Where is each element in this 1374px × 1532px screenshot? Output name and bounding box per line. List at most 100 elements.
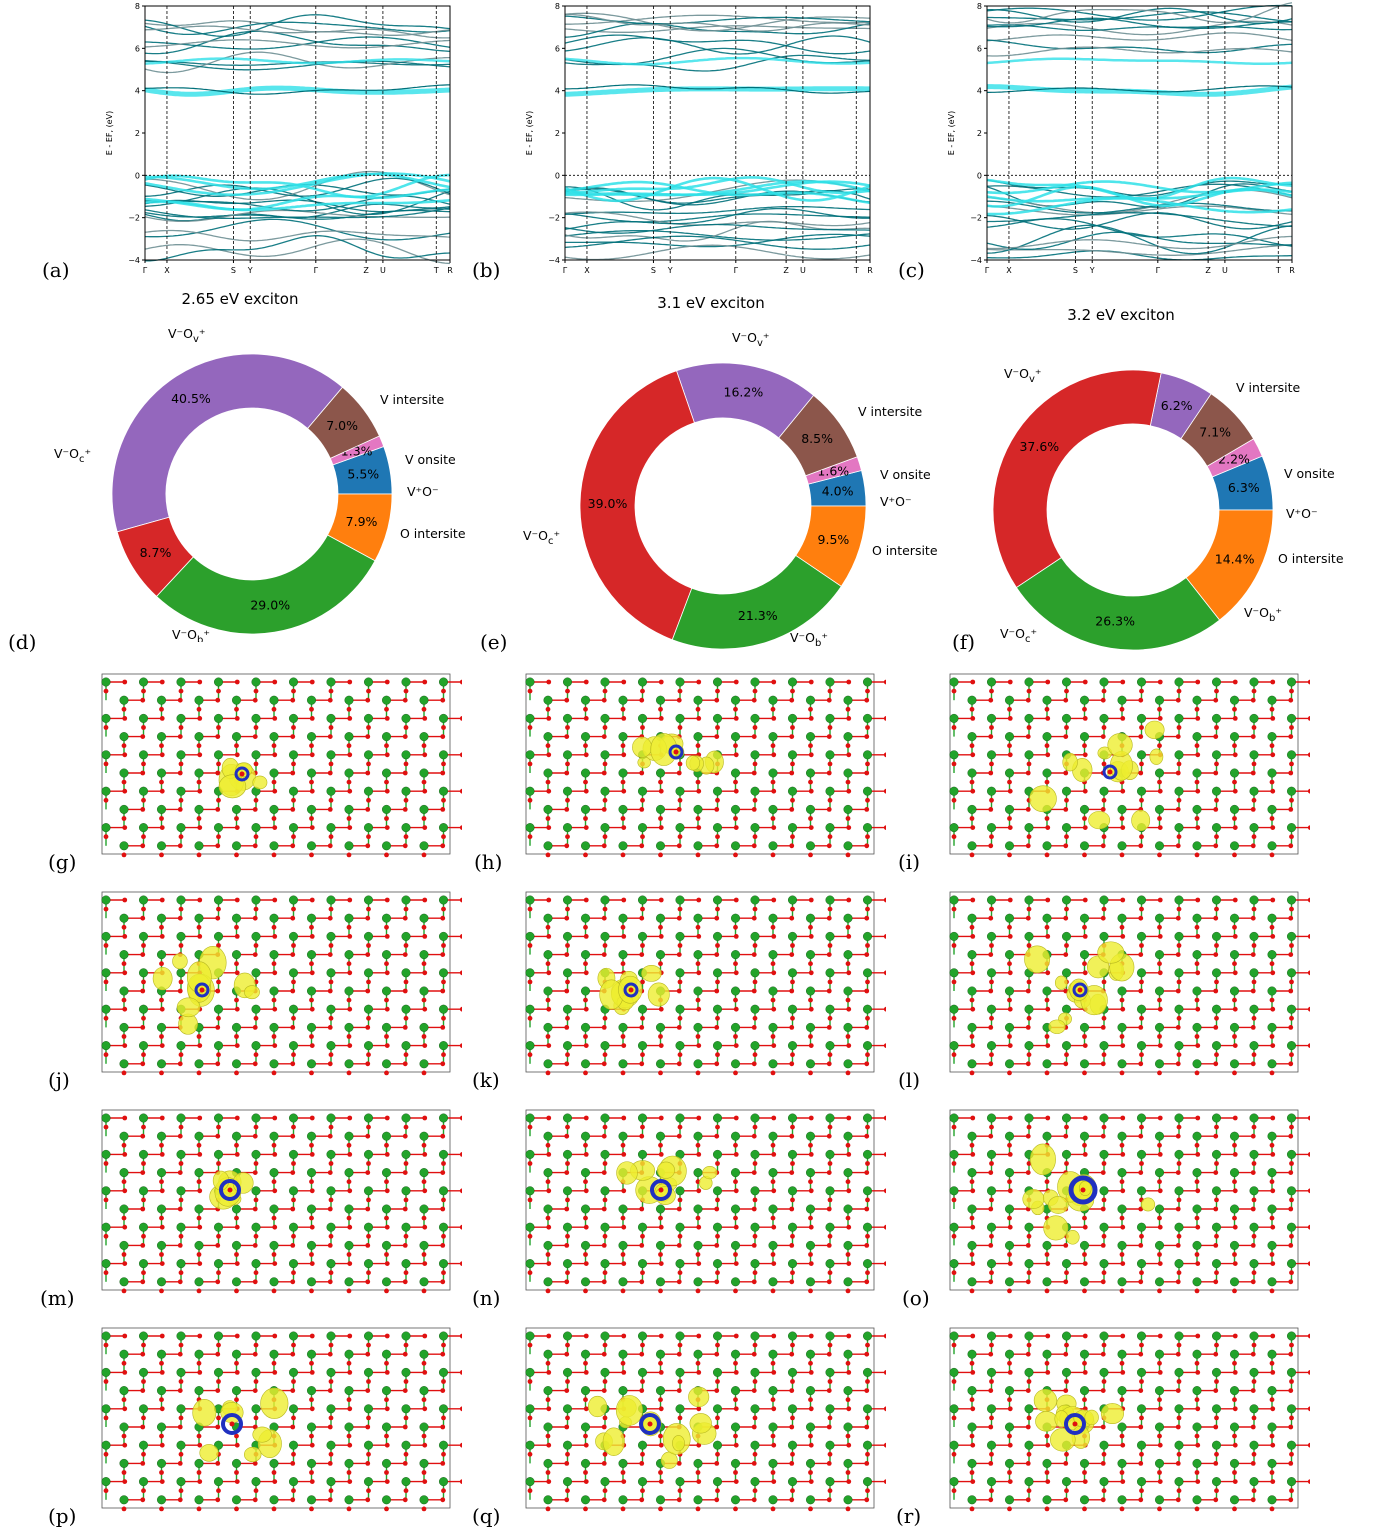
oxygen-atom xyxy=(808,1261,814,1266)
oxygen-atom xyxy=(402,1061,408,1067)
oxygen-atom xyxy=(1307,788,1310,794)
vanadium-atom xyxy=(194,1204,204,1214)
oxygen-atom xyxy=(1175,1461,1181,1466)
vanadium-atom xyxy=(1136,895,1146,905)
oxygen-atom xyxy=(1176,834,1182,840)
vanadium-atom xyxy=(750,1004,760,1014)
vanadium-atom xyxy=(439,895,449,905)
oxygen-atom xyxy=(1045,825,1051,830)
oxygen-atom xyxy=(1045,970,1051,976)
oxygen-atom xyxy=(969,1470,975,1475)
oxygen-atom xyxy=(639,1497,645,1503)
oxygen-atom xyxy=(178,1415,184,1421)
vanadium-atom xyxy=(382,1131,392,1141)
vanadium-atom xyxy=(139,1004,149,1014)
oxygen-atom xyxy=(271,1215,277,1221)
oxygen-atom xyxy=(639,1351,645,1357)
oxygen-atom xyxy=(384,1070,389,1076)
isosurface-lobe xyxy=(615,1395,643,1426)
oxygen-atom xyxy=(234,706,239,712)
oxygen-atom xyxy=(291,1270,296,1276)
oxygen-atom xyxy=(733,779,738,785)
vanadium-atom xyxy=(119,950,129,960)
vanadium-atom xyxy=(843,1277,853,1287)
oxygen-atom xyxy=(1025,770,1031,776)
oxygen-atom xyxy=(366,1451,371,1457)
x-tick-label: T xyxy=(1275,266,1281,275)
vanadium-atom xyxy=(863,677,873,687)
oxygen-atom xyxy=(677,1233,683,1239)
vanadium-atom xyxy=(637,677,647,687)
oxygen-atom xyxy=(583,924,588,930)
isosurface-lobe xyxy=(702,1166,718,1180)
vanadium-atom xyxy=(288,1259,298,1269)
hole-center-atom xyxy=(229,1421,235,1427)
oxygen-atom xyxy=(695,779,701,785)
atoms xyxy=(949,1113,1310,1294)
oxygen-atom xyxy=(1175,697,1181,703)
oxygen-atom xyxy=(970,716,976,721)
oxygen-atom xyxy=(733,1034,738,1039)
vanadium-atom xyxy=(1079,1131,1089,1141)
oxygen-atom xyxy=(601,1206,607,1212)
vanadium-atom xyxy=(194,804,204,814)
oxygen-atom xyxy=(159,788,165,794)
vanadium-atom xyxy=(655,1495,665,1505)
vanadium-atom xyxy=(712,1113,722,1123)
oxygen-atom xyxy=(1138,1025,1144,1030)
vanadium-atom xyxy=(1154,913,1164,923)
panel-label-d: (d) xyxy=(8,630,37,654)
oxygen-atom xyxy=(1064,1342,1069,1348)
oxygen-atom xyxy=(676,915,682,921)
vanadium-atom xyxy=(382,950,392,960)
oxygen-atom xyxy=(715,1052,720,1058)
oxygen-atom xyxy=(346,1360,352,1366)
oxygen-atom xyxy=(565,834,570,840)
oxygen-atom xyxy=(640,1488,645,1494)
oxygen-atom xyxy=(1232,1188,1238,1194)
oxygen-atom xyxy=(1007,788,1013,794)
oxygen-atom xyxy=(1214,1015,1219,1021)
vanadium-atom xyxy=(1136,1331,1146,1341)
oxygen-atom xyxy=(159,934,165,939)
oxygen-atom xyxy=(309,1224,315,1230)
oxygen-atom xyxy=(789,1025,795,1030)
oxygen-atom xyxy=(140,807,146,812)
vanadium-atom xyxy=(693,841,703,851)
oxygen-atom xyxy=(1138,1243,1144,1248)
oxygen-atom xyxy=(421,1288,427,1294)
vanadium-atom xyxy=(543,1240,553,1250)
vanadium-atom xyxy=(326,931,336,941)
vanadium-atom xyxy=(1079,913,1089,923)
vanadium-atom xyxy=(306,1349,316,1359)
oxygen-atom xyxy=(1175,1206,1181,1212)
oxygen-atom xyxy=(309,1442,315,1448)
atoms xyxy=(525,677,886,858)
oxygen-atom xyxy=(583,1034,588,1039)
slice-percent-label: 5.5% xyxy=(347,467,379,482)
vanadium-atom xyxy=(788,1149,798,1159)
vanadium-atom xyxy=(213,895,223,905)
oxygen-atom xyxy=(327,1133,333,1139)
vanadium-atom xyxy=(693,1349,703,1359)
vanadium-atom xyxy=(1287,1222,1297,1232)
oxygen-atom xyxy=(1082,1506,1087,1512)
vanadium-atom xyxy=(119,1495,129,1505)
vanadium-atom xyxy=(600,786,610,796)
oxygen-atom xyxy=(1025,1061,1031,1067)
vanadium-atom xyxy=(863,786,873,796)
oxygen-atom xyxy=(422,1115,428,1121)
vanadium-atom xyxy=(863,1186,873,1196)
oxygen-atom xyxy=(384,1261,390,1266)
oxygen-atom xyxy=(827,1270,833,1276)
vanadium-atom xyxy=(1154,1386,1164,1396)
vanadium-atom xyxy=(344,1131,354,1141)
oxygen-atom xyxy=(583,743,588,749)
oxygen-atom xyxy=(290,1170,296,1175)
isosurface-lobe xyxy=(199,1444,219,1462)
oxygen-atom xyxy=(177,1133,183,1139)
vanadium-atom xyxy=(712,1004,722,1014)
oxygen-atom xyxy=(1214,797,1219,803)
oxygen-atom xyxy=(140,1279,146,1285)
oxygen-atom xyxy=(215,1388,221,1393)
